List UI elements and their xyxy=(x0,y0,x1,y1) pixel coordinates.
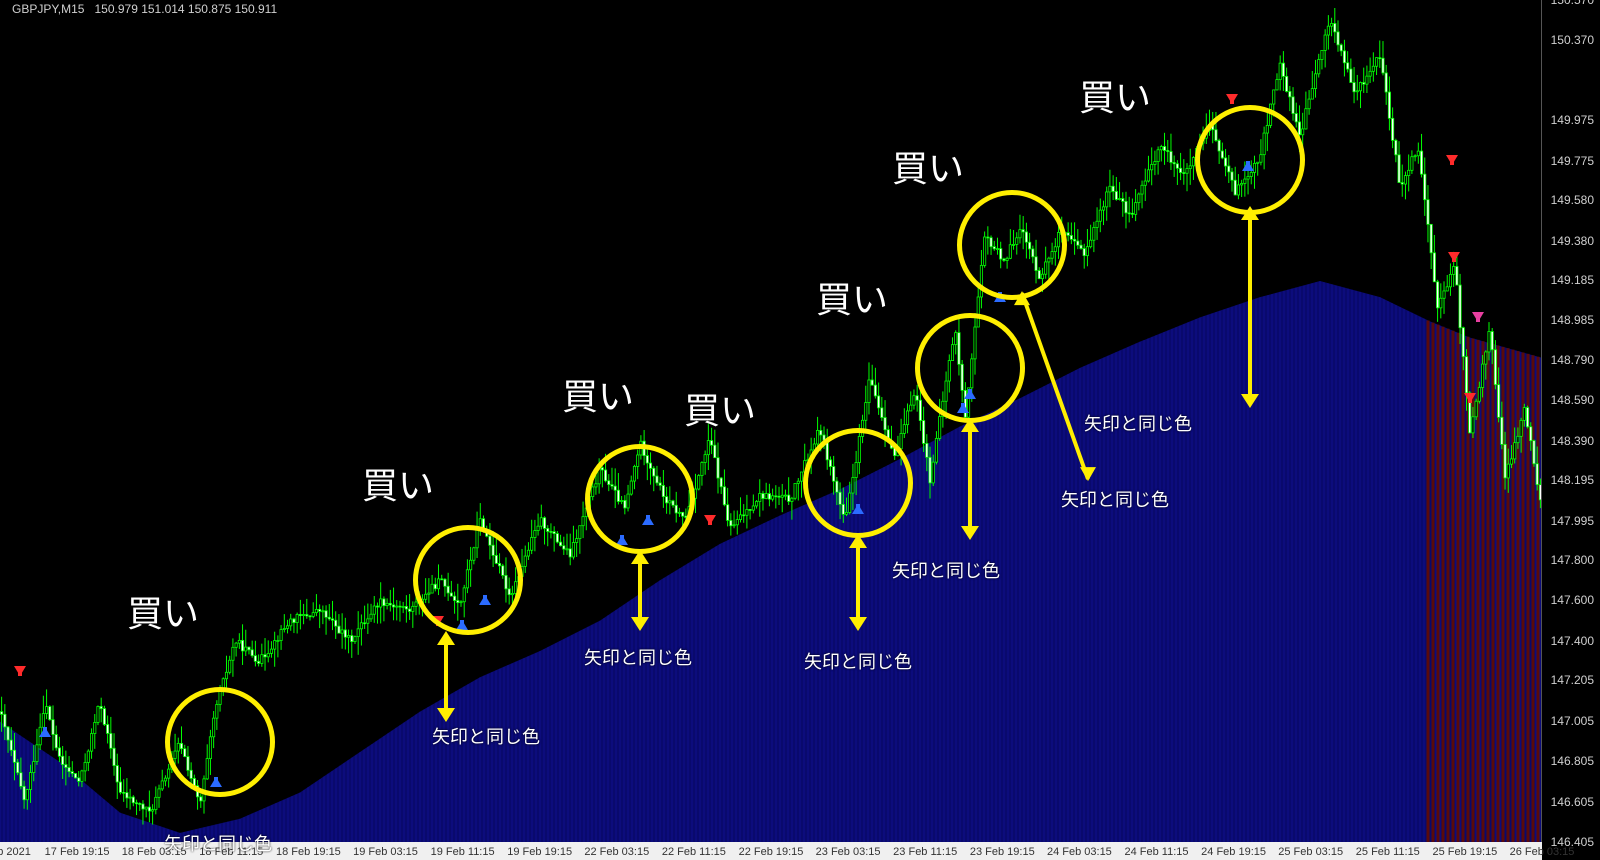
y-tick-label: 149.380 xyxy=(1551,234,1594,248)
y-tick-label: 148.590 xyxy=(1551,393,1594,407)
x-tick-label: 22 Feb 03:15 xyxy=(584,846,649,858)
x-tick-label: 24 Feb 19:15 xyxy=(1201,846,1266,858)
y-tick-label: 148.390 xyxy=(1551,434,1594,448)
y-tick-label: 150.370 xyxy=(1551,33,1594,47)
x-tick-label: 23 Feb 03:15 xyxy=(816,846,881,858)
x-tick-label: 22 Feb 11:15 xyxy=(662,846,726,858)
buy-label: 買い xyxy=(1079,69,1151,121)
chart-header: GBPJPY,M15 150.979 151.014 150.875 150.9… xyxy=(12,2,277,16)
x-tick-label: 22 Feb 19:15 xyxy=(739,846,804,858)
y-tick-label: 149.185 xyxy=(1551,273,1594,287)
y-tick-label: 148.985 xyxy=(1551,313,1594,327)
y-tick-label: 150.570 xyxy=(1551,0,1594,7)
price-chart xyxy=(0,0,1600,860)
same-color-label: 矢印と同じ色 xyxy=(804,648,912,674)
buy-label: 買い xyxy=(562,368,634,420)
y-tick-label: 146.605 xyxy=(1551,795,1594,809)
x-tick-label: 19 Feb 03:15 xyxy=(353,846,418,858)
buy-label: 買い xyxy=(816,271,888,323)
x-tick-label: 24 Feb 11:15 xyxy=(1124,846,1188,858)
same-color-label: 矢印と同じ色 xyxy=(1084,410,1192,436)
same-color-label: 矢印と同じ色 xyxy=(432,723,540,749)
y-tick-label: 147.400 xyxy=(1551,634,1594,648)
same-color-label: 矢印と同じ色 xyxy=(892,557,1000,583)
y-tick-label: 149.775 xyxy=(1551,154,1594,168)
symbol-label: GBPJPY,M15 xyxy=(12,2,84,16)
x-tick-label: 17 Feb 2021 xyxy=(0,846,31,858)
chart-container[interactable]: GBPJPY,M15 150.979 151.014 150.875 150.9… xyxy=(0,0,1600,860)
x-tick-label: 25 Feb 19:15 xyxy=(1432,846,1497,858)
y-tick-label: 148.195 xyxy=(1551,473,1594,487)
x-tick-label: 19 Feb 19:15 xyxy=(507,846,572,858)
same-color-label: 矢印と同じ色 xyxy=(584,644,692,670)
buy-label: 買い xyxy=(127,585,199,637)
y-tick-label: 149.975 xyxy=(1551,113,1594,127)
buy-label: 買い xyxy=(684,382,756,434)
y-tick-label: 147.800 xyxy=(1551,553,1594,567)
same-color-label: 矢印と同じ色 xyxy=(1061,486,1169,512)
y-tick-label: 148.790 xyxy=(1551,353,1594,367)
y-tick-label: 147.995 xyxy=(1551,514,1594,528)
buy-label: 買い xyxy=(362,457,434,509)
x-tick-label: 17 Feb 19:15 xyxy=(45,846,110,858)
x-tick-label: 23 Feb 19:15 xyxy=(970,846,1035,858)
y-tick-label: 147.600 xyxy=(1551,593,1594,607)
x-tick-label: 18 Feb 19:15 xyxy=(276,846,341,858)
x-tick-label: 26 Feb 03:15 xyxy=(1510,846,1575,858)
y-tick-label: 147.205 xyxy=(1551,673,1594,687)
x-tick-label: 23 Feb 11:15 xyxy=(893,846,957,858)
ohlc-label: 150.979 151.014 150.875 150.911 xyxy=(95,2,278,16)
x-tick-label: 25 Feb 11:15 xyxy=(1356,846,1420,858)
y-tick-label: 147.005 xyxy=(1551,714,1594,728)
x-tick-label: 25 Feb 03:15 xyxy=(1278,846,1343,858)
y-tick-label: 149.580 xyxy=(1551,193,1594,207)
buy-label: 買い xyxy=(892,140,964,192)
same-color-label: 矢印と同じ色 xyxy=(164,830,272,856)
x-tick-label: 19 Feb 11:15 xyxy=(431,846,495,858)
y-tick-label: 146.805 xyxy=(1551,754,1594,768)
x-tick-label: 24 Feb 03:15 xyxy=(1047,846,1112,858)
